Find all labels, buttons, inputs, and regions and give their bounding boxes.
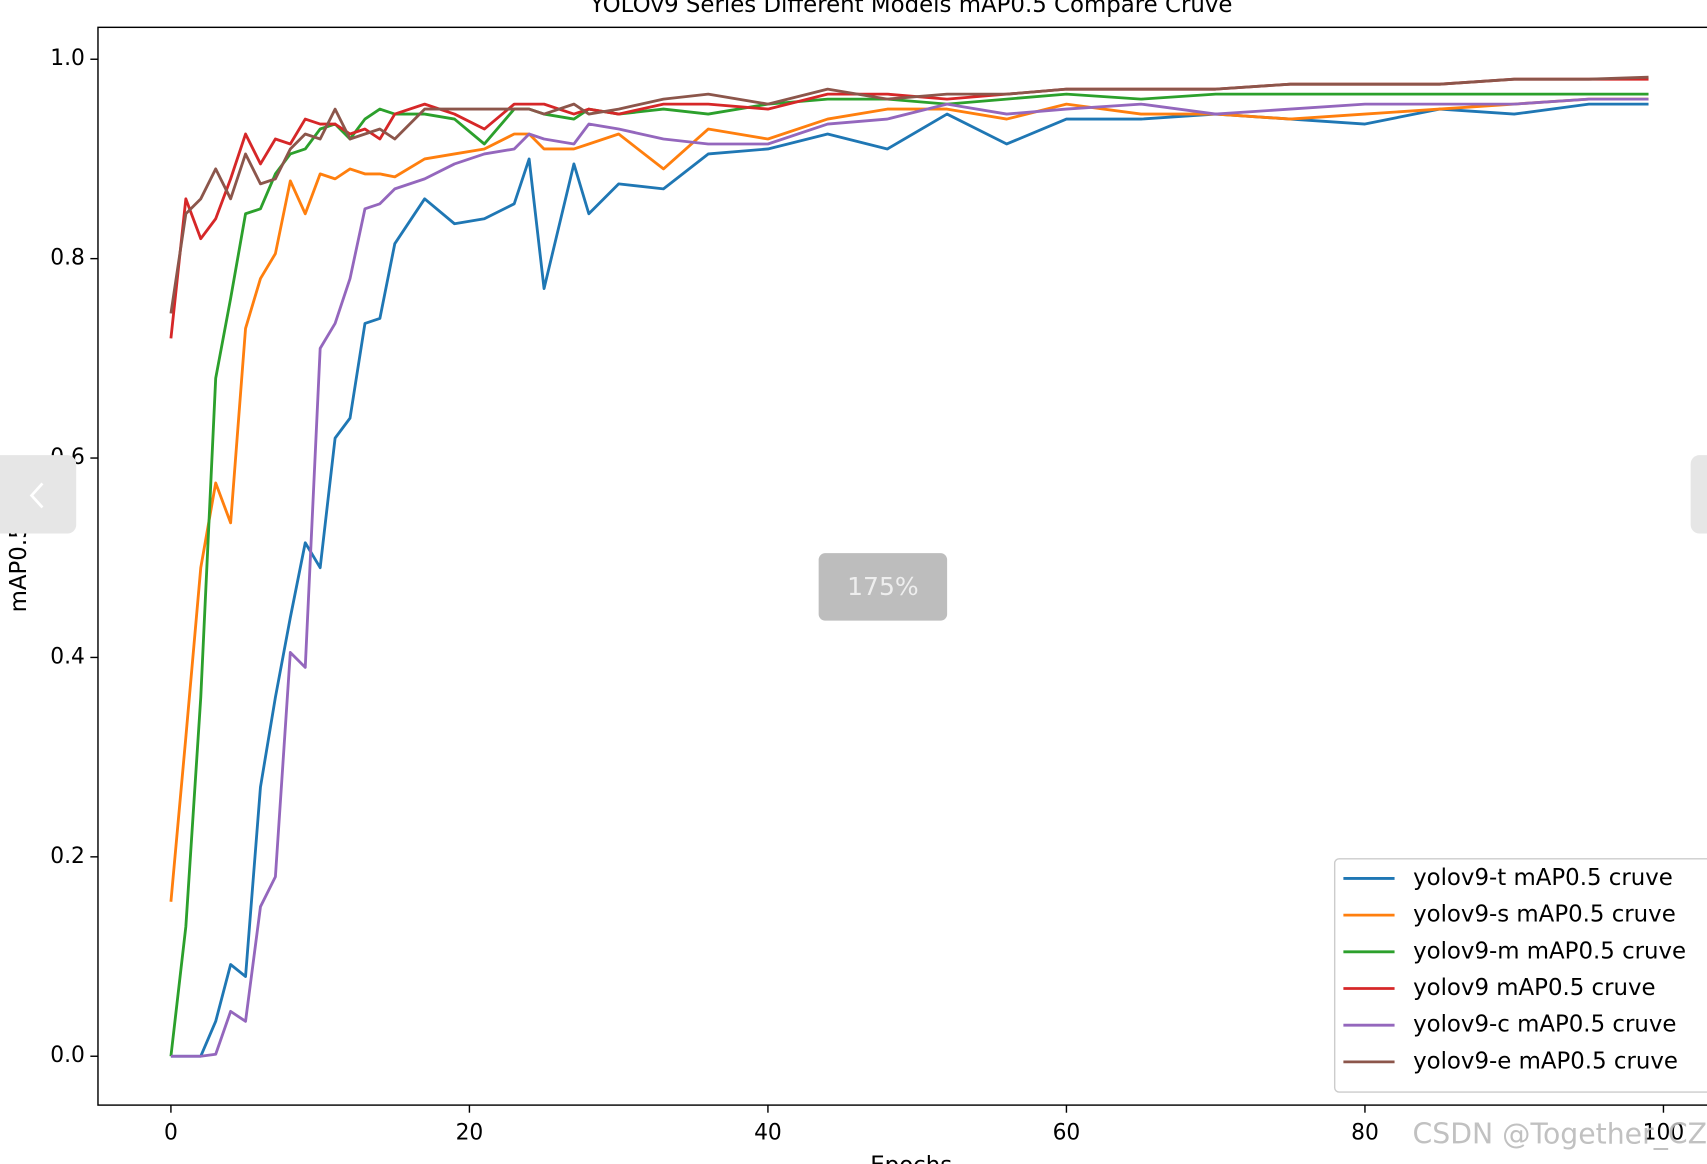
zoom-text: 175%	[847, 572, 919, 601]
chart-title: YOLOv9 Series Different Models mAP0.5 Co…	[589, 0, 1233, 18]
axes-frame	[97, 26, 1707, 1106]
prev-arrow	[29, 482, 44, 509]
series-line	[170, 102, 1649, 1058]
zoom-badge	[818, 553, 948, 621]
x-tick-label: 40	[754, 1120, 782, 1145]
x-tick-label: 60	[1053, 1120, 1081, 1145]
series-line	[170, 97, 1649, 1058]
watermark: CSDN @Together_CZ	[1413, 1118, 1707, 1151]
zoom-indicator: 175%	[818, 553, 948, 621]
legend-label: yolov9-e mAP0.5 cruve	[1413, 1048, 1678, 1074]
y-tick-label: 0.4	[50, 644, 85, 669]
series-line	[169, 75, 1649, 314]
legend-label: yolov9-s mAP0.5 cruve	[1413, 902, 1676, 928]
prev-button-bg[interactable]	[0, 455, 77, 534]
x-tick-label: 20	[456, 1120, 484, 1145]
plot-area	[169, 75, 1649, 1058]
x-axis-label: Epochs	[870, 1153, 952, 1164]
x-tick-label: 100	[1643, 1120, 1685, 1145]
x-tick-label: 80	[1351, 1120, 1379, 1145]
legend-box	[1333, 858, 1707, 1093]
y-tick-label: 1.0	[50, 46, 85, 71]
y-tick-label: 0.0	[50, 1043, 85, 1068]
legend-label: yolov9-t mAP0.5 cruve	[1413, 865, 1673, 891]
prev-button[interactable]	[0, 455, 77, 534]
legend-label: yolov9-c mAP0.5 cruve	[1413, 1012, 1676, 1038]
legend: yolov9-t mAP0.5 cruve yolov9-s mAP0.5 cru…	[1333, 858, 1707, 1093]
legend-label: yolov9-m mAP0.5 cruve	[1413, 938, 1686, 964]
next-button[interactable]	[1690, 455, 1707, 534]
y-tick-label: 0.8	[50, 246, 85, 271]
x-tick-label: 0	[164, 1120, 178, 1145]
legend-label: yolov9 mAP0.5 cruve	[1413, 975, 1656, 1001]
y-tick-label: 0.2	[50, 844, 85, 869]
y-axis-label: mAP0.5	[6, 524, 32, 612]
